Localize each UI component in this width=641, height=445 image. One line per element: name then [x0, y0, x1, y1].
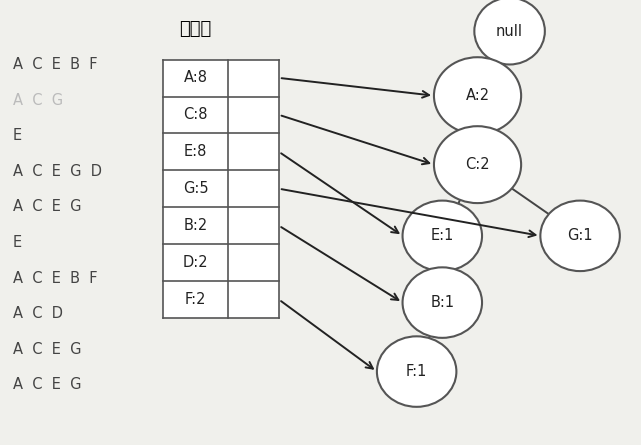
Text: A:2: A:2 [465, 88, 490, 103]
Text: A  C  E  G  D: A C E G D [13, 164, 102, 179]
Text: F:2: F:2 [185, 292, 206, 307]
Text: C:2: C:2 [465, 157, 490, 172]
Text: F:1: F:1 [406, 364, 428, 379]
Text: E:8: E:8 [184, 144, 207, 159]
Ellipse shape [434, 57, 521, 134]
Ellipse shape [403, 201, 482, 271]
Text: E: E [13, 235, 22, 250]
Text: A  C  E  G: A C E G [13, 342, 81, 357]
Text: A  C  E  B  F: A C E B F [13, 57, 97, 72]
Text: A  C  D: A C D [13, 306, 63, 321]
Ellipse shape [403, 267, 482, 338]
Text: null: null [496, 24, 523, 39]
Text: G:1: G:1 [567, 228, 593, 243]
Ellipse shape [540, 201, 620, 271]
Ellipse shape [377, 336, 456, 407]
Text: G:5: G:5 [183, 181, 208, 196]
Text: A  C  E  G: A C E G [13, 199, 81, 214]
Text: E: E [13, 128, 22, 143]
Text: D:2: D:2 [183, 255, 208, 270]
Ellipse shape [434, 126, 521, 203]
Text: C:8: C:8 [183, 107, 208, 122]
Text: A  C  G: A C G [13, 93, 63, 108]
Ellipse shape [474, 0, 545, 65]
Text: A  C  E  G: A C E G [13, 377, 81, 392]
Text: A:8: A:8 [183, 70, 208, 85]
Text: B:1: B:1 [430, 295, 454, 310]
Text: E:1: E:1 [431, 228, 454, 243]
Text: A  C  E  B  F: A C E B F [13, 271, 97, 286]
Text: B:2: B:2 [183, 218, 208, 233]
Text: 项头表: 项头表 [179, 20, 212, 38]
Bar [163, 60, 279, 318]
